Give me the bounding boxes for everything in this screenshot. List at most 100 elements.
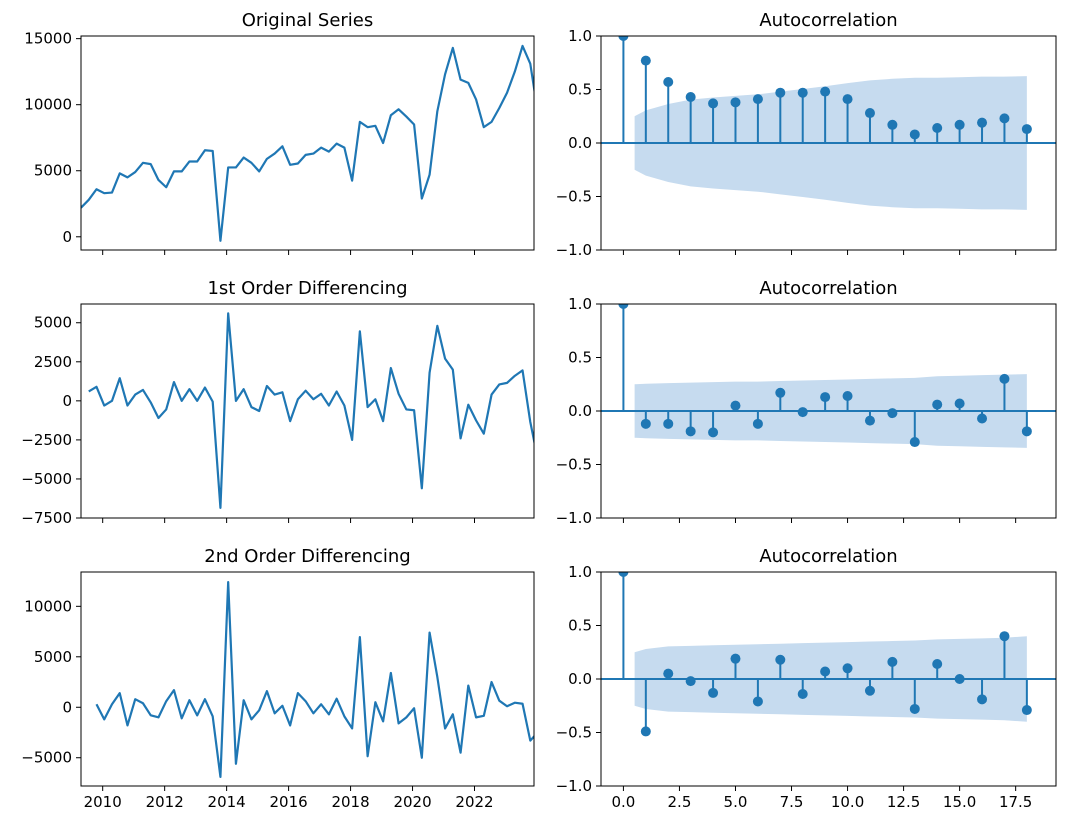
acf-point-lag-5 [730, 653, 741, 664]
x-tick-label: 2012 [146, 793, 184, 811]
acf-point-lag-4 [708, 687, 719, 698]
x-tick-label: 17.5 [999, 793, 1032, 811]
x-tick-label: 2022 [455, 793, 493, 811]
y-tick-label: −0.5 [556, 188, 592, 206]
acf-point-lag-5 [730, 97, 741, 108]
y-tick-label: 15000 [24, 30, 72, 48]
y-tick-label: −1.0 [556, 509, 592, 527]
acf-point-lag-4 [708, 427, 719, 438]
acf-point-lag-16 [977, 694, 988, 705]
acf-point-lag-8 [797, 407, 808, 418]
acf-point-lag-0 [618, 36, 629, 41]
x-tick-label: 2020 [393, 793, 431, 811]
subplot-title: Autocorrelation [759, 278, 897, 299]
plot-area [81, 44, 534, 242]
axes-frame [80, 35, 535, 251]
x-tick-label: 12.5 [887, 793, 920, 811]
y-tick-label: −1.0 [556, 777, 592, 795]
acf-point-lag-18 [1021, 705, 1032, 716]
x-tick-label: 2014 [208, 793, 246, 811]
x-tick-label: 7.5 [780, 793, 804, 811]
y-tick-label: 0.5 [568, 349, 592, 367]
y-tick-label: −0.5 [556, 456, 592, 474]
plot-area [601, 572, 1056, 737]
acf-point-lag-3 [685, 91, 696, 102]
acf-point-lag-15 [954, 674, 965, 684]
acf-point-lag-3 [685, 676, 696, 687]
subplot-6: Autocorrelation −1.0 −0.5 0.0 0.5 1.0 0.0 2.5 5.… [556, 546, 1057, 811]
series-line [95, 580, 534, 779]
x-tick-label: 0.0 [611, 793, 635, 811]
y-tick-label: 0.0 [568, 134, 592, 152]
y-tick-label: 0.0 [568, 670, 592, 688]
y-tick-label: −2500 [21, 431, 72, 449]
acf-point-lag-7 [775, 387, 786, 398]
y-tick-label: 0 [62, 392, 72, 410]
acf-point-lag-14 [932, 123, 943, 134]
acf-point-lag-12 [887, 408, 898, 419]
subplot-title: 1st Order Differencing [207, 278, 407, 299]
y-tick-label: −1.0 [556, 241, 592, 259]
axes-frame [80, 303, 535, 519]
acf-point-lag-2 [663, 418, 674, 429]
y-tick-label: 0.5 [568, 617, 592, 635]
acf-point-lag-15 [954, 119, 965, 130]
acf-point-lag-10 [842, 94, 853, 105]
y-tick-label: 0.5 [568, 81, 592, 99]
acf-point-lag-2 [663, 77, 674, 88]
y-tick-label: −0.5 [556, 724, 592, 742]
acf-point-lag-9 [820, 392, 831, 403]
y-tick-label: 0.0 [568, 402, 592, 420]
acf-point-lag-1 [640, 55, 651, 66]
acf-point-lag-5 [730, 400, 741, 411]
acf-point-lag-16 [977, 117, 988, 128]
subplot-1: Original Series 0 5000 10000 15000 [24, 10, 535, 255]
plot-area [95, 580, 534, 779]
y-tick-label: 5000 [34, 162, 72, 180]
acf-point-lag-17 [999, 113, 1010, 124]
acf-point-lag-11 [864, 108, 875, 119]
y-tick-label: 0 [62, 698, 72, 716]
acf-point-lag-16 [977, 413, 988, 424]
acf-point-lag-14 [932, 399, 943, 410]
acf-point-lag-13 [909, 437, 920, 448]
y-tick-label: 1.0 [568, 295, 592, 313]
acf-point-lag-6 [752, 94, 763, 105]
subplot-4: Autocorrelation −1.0 −0.5 0.0 0.5 1.0 [556, 278, 1057, 527]
series-line [81, 44, 534, 242]
acf-point-lag-9 [820, 666, 831, 677]
y-tick-label: 0 [62, 228, 72, 246]
y-tick-label: −5000 [21, 749, 72, 767]
acf-point-lag-18 [1021, 426, 1032, 437]
y-tick-label: 10000 [24, 96, 72, 114]
acf-point-lag-11 [864, 415, 875, 426]
acf-point-lag-7 [775, 654, 786, 665]
x-tick-label: 15.0 [943, 793, 976, 811]
plot-area [601, 304, 1056, 448]
acf-point-lag-4 [708, 98, 719, 109]
subplot-3: 1st Order Differencing −7500 −5000 −2500 0 25… [21, 278, 535, 527]
y-tick-label: 5000 [34, 648, 72, 666]
subplot-2: Autocorrelation −1.0 −0.5 0.0 0.5 1.0 [556, 10, 1057, 259]
acf-point-lag-7 [775, 87, 786, 98]
acf-point-lag-6 [752, 418, 763, 429]
x-tick-label: 5.0 [724, 793, 748, 811]
acf-point-lag-6 [752, 696, 763, 707]
acf-point-lag-17 [999, 631, 1010, 642]
acf-point-lag-10 [842, 391, 853, 402]
acf-point-lag-2 [663, 668, 674, 679]
y-tick-label: 5000 [34, 314, 72, 332]
y-tick-label: 10000 [24, 597, 72, 615]
y-tick-label: 2500 [34, 353, 72, 371]
y-tick-label: 1.0 [568, 27, 592, 45]
acf-point-lag-0 [618, 572, 629, 577]
x-tick-label: 2016 [270, 793, 308, 811]
x-tick-label: 2018 [331, 793, 369, 811]
y-tick-label: −5000 [21, 470, 72, 488]
series-line [88, 312, 534, 509]
x-tick-label: 2.5 [668, 793, 692, 811]
axes-frame [80, 571, 535, 787]
acf-point-lag-8 [797, 688, 808, 699]
acf-point-lag-11 [864, 685, 875, 696]
